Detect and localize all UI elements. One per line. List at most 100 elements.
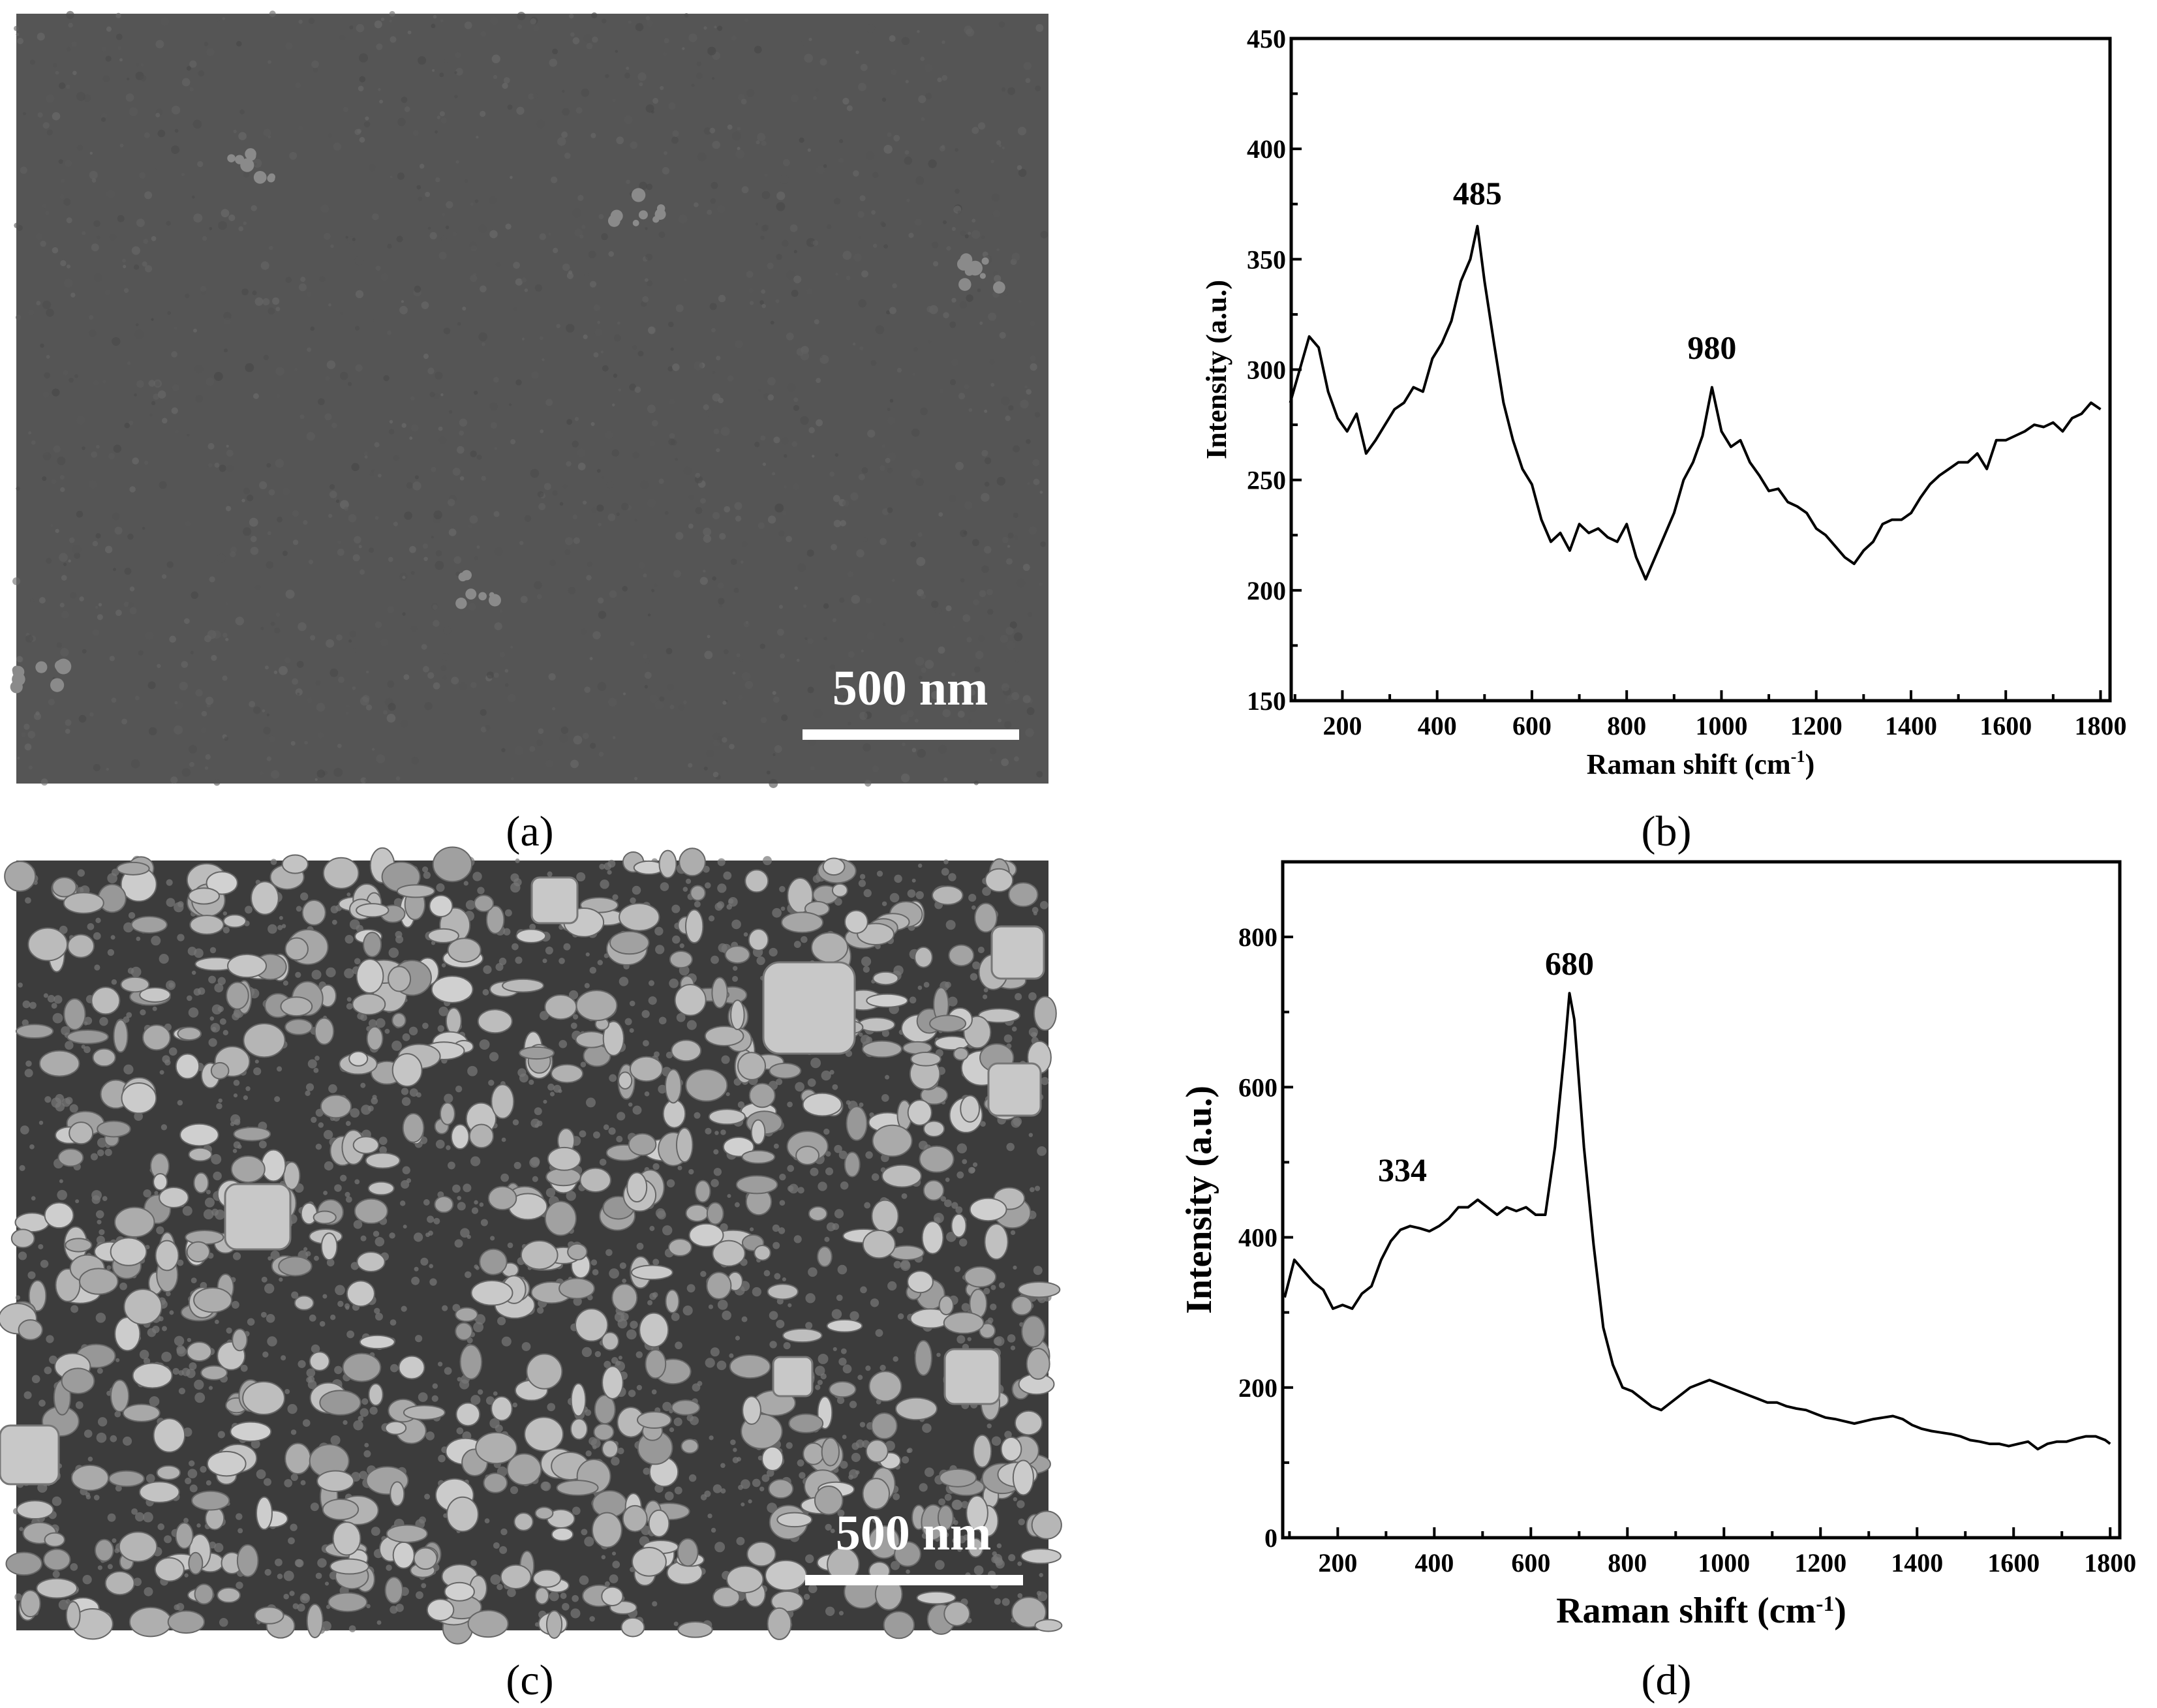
sem-particle [230,1421,272,1442]
sem-small-particle [364,1442,369,1448]
sem-grain [269,10,276,18]
sem-grain [197,160,204,168]
sem-particle [872,971,899,986]
sem-grain [404,511,412,520]
sem-grain [827,224,832,230]
sem-particle [27,927,69,962]
sem-grain [586,42,593,50]
sem-small-particle [446,1145,451,1150]
sem-grain [945,605,952,611]
sem-grain [1026,439,1031,444]
sem-small-particle [372,1095,377,1100]
sem-grain [117,46,122,50]
sem-small-particle [652,1258,660,1266]
sem-grain [333,767,343,777]
sem-small-particle [480,1219,488,1227]
sem-small-particle [1002,1598,1010,1606]
sem-grain [510,175,513,179]
raman-chart-b: 200 400 600 800 1000 1200 1400 1600 180015020025… [1201,24,2126,780]
y-tick-label: 350 [1247,245,1286,274]
sem-grain [521,337,525,341]
sem-grain [1027,482,1030,485]
sem-particle [477,1009,513,1034]
sem-grain [61,575,67,581]
sem-grain [887,416,895,425]
sem-small-particle [545,1187,556,1198]
sem-grain [917,532,923,537]
sem-particle [662,1099,686,1129]
sem-grain [792,483,800,491]
sem-particle [352,1136,380,1155]
sem-small-particle [752,1287,761,1297]
sem-small-particle [584,1536,594,1547]
sem-grain [52,63,57,68]
sem-small-particle [162,1055,170,1063]
sem-grain [58,159,63,164]
sem-grain [419,164,425,169]
sem-grain [494,447,497,450]
sem-grain [858,474,865,481]
sem-grain [448,410,453,414]
sem-particle [314,1017,335,1045]
sem-small-particle [408,1026,418,1036]
sem-grain [598,611,607,619]
sem-grain [17,756,20,760]
sem-small-particle [438,1454,446,1463]
sem-small-particle [708,1304,714,1309]
sem-grain [337,548,344,557]
sem-grain [582,500,587,505]
sem-small-particle [599,1159,607,1166]
sem-small-particle [685,878,692,884]
sem-particle [694,1180,711,1203]
sem-grain [870,360,877,366]
sem-grain [351,463,360,472]
sem-particle [167,1610,206,1634]
sem-small-particle [940,1196,947,1202]
sem-grain [654,700,664,710]
sem-grain [630,641,635,647]
sem-grain [561,131,568,138]
sem-grain [51,479,57,485]
sem-grain [490,421,497,429]
sem-particle [65,1238,93,1253]
sem-small-particle [756,956,765,966]
sem-small-particle [283,1570,294,1581]
sem-grain [95,605,99,609]
sem-grain [435,550,442,557]
sem-grain [704,650,713,660]
sem-grain [127,533,134,540]
sem-particle [870,1412,898,1440]
sem-grain [955,461,964,470]
sem-small-particle [200,1465,207,1473]
sem-small-particle [611,1456,620,1466]
sem-grain [774,745,782,754]
sem-grain [799,41,804,46]
sem-small-particle [581,1347,592,1358]
sem-grain [315,680,321,686]
sem-particle [256,1496,273,1531]
sem-small-particle [236,1513,243,1520]
sem-particle [444,1581,475,1602]
sem-small-particle [893,1356,898,1362]
sem-grain [440,393,444,397]
sem-small-particle [830,1529,835,1534]
sem-grain [857,211,864,219]
sem-small-particle [697,1380,703,1386]
sem-grain [634,776,638,780]
sem-particle [210,1061,230,1080]
sem-small-particle [156,1226,164,1234]
sem-particle [929,1014,967,1033]
sem-grain [308,18,315,24]
sem-particle [1034,1619,1063,1632]
sem-particle [5,1551,43,1576]
sem-grain [889,35,896,42]
sem-small-particle [720,1488,726,1494]
sem-grain [346,704,350,708]
sem-grain [324,413,332,421]
sem-small-particle [881,901,887,906]
sem-grain [859,195,866,202]
sem-grain [376,754,386,764]
sem-grain [124,568,132,575]
sem-small-particle [217,1431,225,1439]
sem-grain [326,639,335,648]
